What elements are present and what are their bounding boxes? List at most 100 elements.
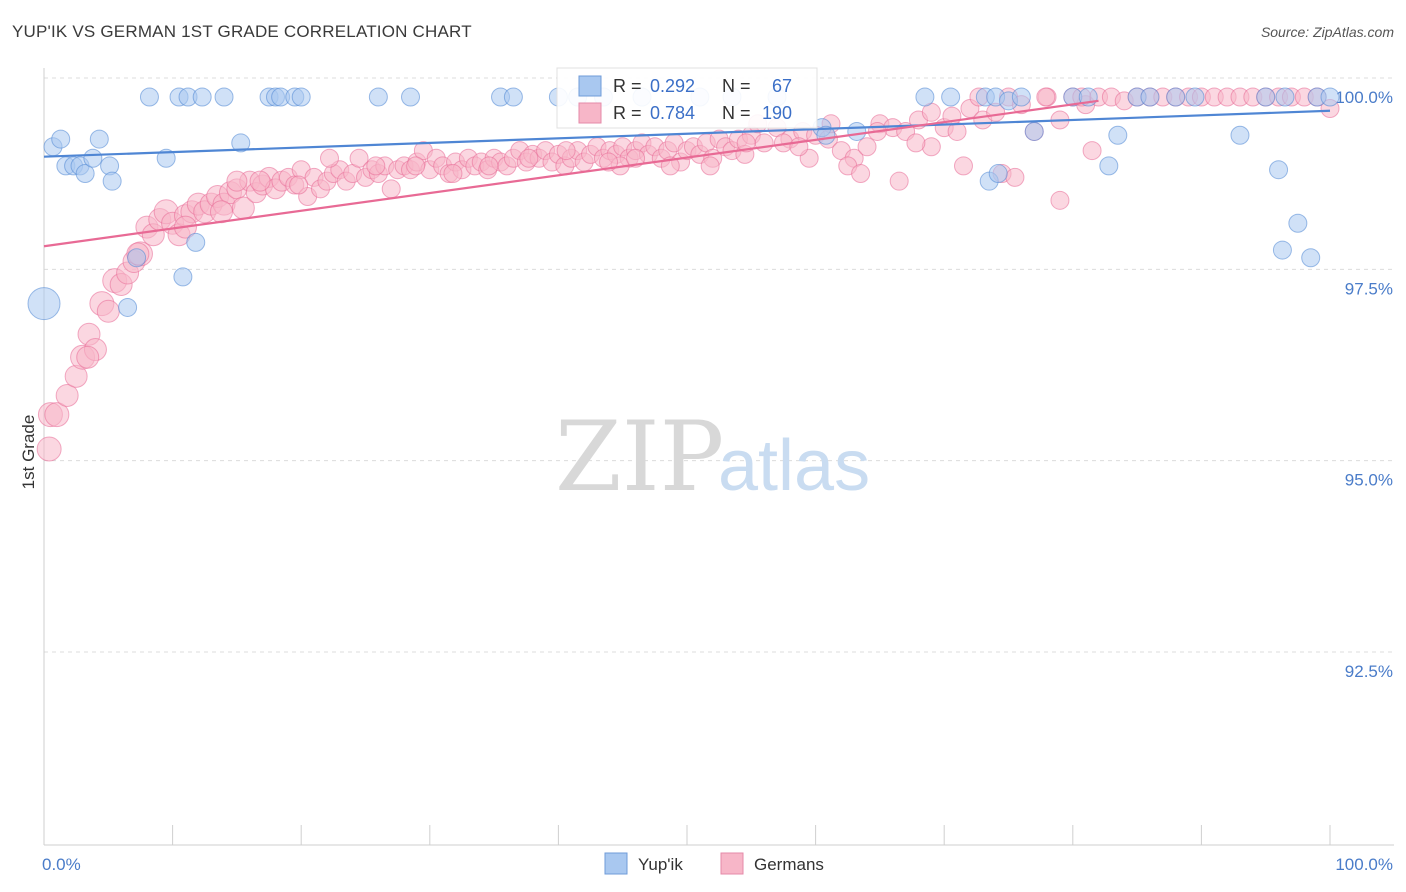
yupik-point [368,87,388,107]
stats-n-value-germans: 190 [762,103,792,123]
bottom-legend: Yup'ik Germans [604,852,824,875]
yupik-point [186,232,206,252]
y-tick-labels: 92.5% 95.0% 97.5% 100.0% [1335,88,1393,681]
trend-lines [43,99,1331,248]
x-tick-labels: 0.0% 100.0% [42,855,1393,874]
yupik-point [1301,248,1321,268]
germans-point [953,156,973,176]
yupik-point [503,87,523,107]
yupik-point [156,148,176,168]
yupik-point [1230,125,1250,145]
yupik-point [1011,87,1031,107]
germans-point [700,156,720,176]
stats-n-label-yupik: N = [722,76,751,96]
stats-swatch-germans [578,102,602,124]
germans-point [1005,167,1025,187]
germans-point [226,170,248,192]
yupik-point [83,148,103,168]
germans-point [381,179,401,199]
axes [43,68,1394,846]
y-tick-label: 95.0% [1345,471,1393,490]
legend-label-germans: Germans [754,855,824,874]
germans-point [1036,87,1056,107]
yupik-point [1166,87,1186,107]
yupik-point [127,248,147,268]
yupik-point [75,164,95,184]
watermark: ZIP atlas [555,401,870,513]
yupik-point [291,87,311,107]
germans-point [906,133,926,153]
yupik-point [231,133,251,153]
germans-trend-line [43,99,1099,248]
yupik-point [941,87,961,107]
germans-point [319,148,339,168]
yupik-point [1272,240,1292,260]
germans-point [366,156,386,176]
x-tick-label: 0.0% [42,855,81,874]
germans-point [209,200,233,224]
yupik-point [1288,213,1308,233]
yupik-trend-line [43,109,1331,158]
yupik-point [214,87,234,107]
germans-point [36,436,62,462]
yupik-point [1269,160,1289,180]
germans-point [479,156,499,176]
stats-r-label-germans: R = [613,103,642,123]
germans-point [96,299,120,323]
yupik-point [401,87,421,107]
germans-point [519,148,539,168]
watermark-atlas: atlas [718,426,870,506]
germans-point [851,164,871,184]
yupik-point [915,87,935,107]
germans-point [443,164,463,184]
yupik-point [1140,87,1160,107]
germans-point [406,156,426,176]
germans-point [556,141,576,161]
y-tick-label: 97.5% [1345,279,1393,298]
germans-point [754,133,774,153]
stats-n-value-yupik: 67 [772,76,792,96]
yupik-point [139,87,159,107]
germans-point [857,137,877,157]
yupik-point [1275,87,1295,107]
data-points [27,87,1340,462]
germans-point [1050,190,1070,210]
stats-n-label-germans: N = [722,103,751,123]
yupik-point [1320,87,1340,107]
x-tick-label: 100.0% [1335,855,1393,874]
yupik-point [102,171,122,191]
legend-swatch-germans [720,852,744,875]
yupik-point [847,121,867,141]
stats-r-value-yupik: 0.292 [650,76,695,96]
germans-point [76,345,100,369]
yupik-point [1256,87,1276,107]
yupik-point [27,287,61,321]
yupik-point [1024,121,1044,141]
germans-point [249,170,271,192]
germans-point [889,171,909,191]
chart-title: YUP'IK VS GERMAN 1ST GRADE CORRELATION C… [12,22,472,41]
germans-point [736,133,756,153]
yupik-point [51,129,71,149]
germans-point [289,175,309,195]
y-tick-label: 92.5% [1345,662,1393,681]
germans-point [1082,141,1102,161]
yupik-point [988,164,1008,184]
y-tick-label: 100.0% [1335,88,1393,107]
legend-label-yupik: Yup'ik [638,855,683,874]
y-axis-title: 1st Grade [19,415,38,490]
source-label: Source: ZipAtlas.com [1260,24,1394,40]
yupik-point [1185,87,1205,107]
yupik-point [173,267,193,287]
stats-r-value-germans: 0.784 [650,103,695,123]
legend-swatch-yupik [604,852,628,875]
stats-swatch-yupik [578,75,602,97]
germans-point [55,383,79,407]
watermark-zip: ZIP [555,401,724,513]
yupik-point [192,87,212,107]
stats-legend: R = 0.292 N = 67 R = 0.784 N = 190 [556,67,818,129]
germans-point [626,148,646,168]
germans-point [44,402,70,428]
stats-r-label-yupik: R = [613,76,642,96]
